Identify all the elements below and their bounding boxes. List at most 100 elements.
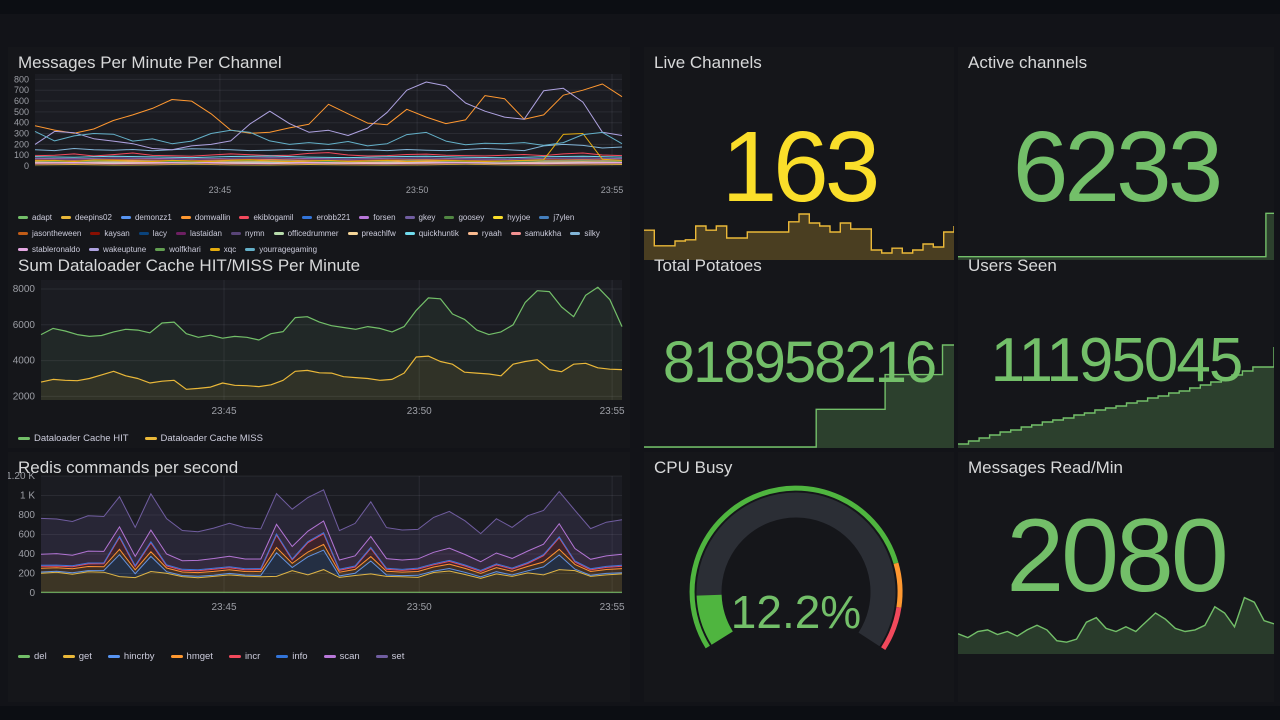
legend-item-preachlfw[interactable]: preachlfw: [347, 229, 396, 238]
legend-swatch: [180, 215, 191, 219]
legend-item-quickhuntik[interactable]: quickhuntik: [404, 229, 459, 238]
legend-item-silky[interactable]: silky: [570, 229, 600, 238]
legend-label: wakeuptune: [103, 244, 147, 254]
legend-label: forsen: [373, 212, 396, 222]
legend-label: adapt: [32, 212, 53, 222]
messages-read-value: 2080: [1006, 498, 1228, 614]
legend-swatch: [276, 654, 289, 658]
legend-label: incr: [244, 650, 261, 662]
legend-swatch: [323, 654, 336, 658]
panel-title[interactable]: CPU Busy: [654, 458, 733, 477]
legend-label: erobb221: [316, 212, 351, 222]
panel-title[interactable]: Users Seen: [968, 256, 1057, 275]
bottom-letterbox: [0, 706, 1280, 720]
svg-text:800: 800: [18, 510, 35, 521]
panel-title[interactable]: Sum Dataloader Cache HIT/MISS Per Minute: [18, 256, 361, 275]
redis-chart[interactable]: 0 200 400 600 800 1 K 1.20 K 23:45 23:50 23:55: [8, 452, 630, 630]
legend-item-hincrby[interactable]: hincrby: [107, 651, 155, 662]
dataloader-legend: Dataloader Cache HIT Dataloader Cache MIS…: [18, 430, 626, 446]
legend-item-del[interactable]: del: [18, 651, 47, 662]
legend-item-j7ylen[interactable]: j7ylen: [539, 213, 574, 222]
legend-row: del get hincrby hmget incr info scan set: [18, 648, 626, 664]
legend-label: get: [78, 650, 92, 662]
legend-label: ryaah: [481, 228, 502, 238]
svg-text:800: 800: [14, 74, 29, 84]
legend-item-Dataloader Cache MISS[interactable]: Dataloader Cache MISS: [144, 433, 263, 444]
legend-item-ryaah[interactable]: ryaah: [467, 228, 502, 238]
svg-text:23:45: 23:45: [209, 185, 232, 195]
legend-item-xqc[interactable]: xqc: [209, 245, 236, 254]
legend-item-gkey[interactable]: gkey: [404, 213, 435, 222]
legend-item-Dataloader Cache HIT[interactable]: Dataloader Cache HIT: [18, 433, 129, 444]
legend-item-domwallin[interactable]: domwallin: [180, 213, 230, 222]
svg-text:500: 500: [14, 107, 29, 117]
panel-title[interactable]: Active channels: [968, 53, 1088, 72]
legend-label: wolfkhari: [169, 244, 201, 254]
legend-item-nymn[interactable]: nymn: [231, 229, 265, 238]
legend-item-lacy[interactable]: lacy: [138, 229, 167, 238]
panel-title[interactable]: Messages Per Minute Per Channel: [18, 53, 282, 72]
svg-text:23:55: 23:55: [600, 406, 625, 417]
panel-title[interactable]: Total Potatoes: [654, 256, 762, 275]
legend-item-wolfkhari[interactable]: wolfkhari: [155, 245, 201, 254]
legend-swatch: [375, 654, 388, 658]
legend-swatch: [107, 654, 120, 658]
legend-swatch: [570, 231, 581, 235]
legend-label: ekiblogamil: [253, 212, 294, 222]
panel-title[interactable]: Redis commands per second: [18, 458, 239, 477]
legend-item-wakeuptune[interactable]: wakeuptune: [89, 245, 146, 254]
panel-title[interactable]: Live Channels: [654, 53, 762, 72]
legend-item-erobb221[interactable]: erobb221: [302, 213, 350, 222]
legend-swatch: [404, 231, 415, 235]
svg-text:300: 300: [14, 129, 29, 139]
panel-dataloader-cache: Sum Dataloader Cache HIT/MISS Per Minute…: [8, 250, 630, 448]
legend-swatch: [302, 215, 313, 219]
svg-text:700: 700: [14, 85, 29, 95]
legend-item-adapt[interactable]: adapt: [18, 213, 52, 222]
legend-swatch: [18, 231, 28, 235]
svg-text:1 K: 1 K: [20, 491, 35, 502]
legend-item-ekiblogamil[interactable]: ekiblogamil: [239, 213, 293, 222]
panel-title[interactable]: Messages Read/Min: [968, 458, 1123, 477]
legend-item-scan[interactable]: scan: [323, 651, 360, 662]
svg-text:600: 600: [18, 530, 35, 541]
legend-item-info[interactable]: info: [276, 651, 308, 662]
legend-label: deepins02: [75, 212, 112, 222]
legend-item-samukkha[interactable]: samukkha: [510, 229, 561, 238]
legend-item-get[interactable]: get: [62, 650, 92, 662]
svg-text:4000: 4000: [13, 356, 36, 367]
legend-item-goosey[interactable]: goosey: [444, 213, 484, 222]
legend-item-hyyjoe[interactable]: hyyjoe: [493, 213, 530, 222]
legend-item-forsen[interactable]: forsen: [359, 212, 396, 222]
svg-text:23:55: 23:55: [601, 185, 624, 195]
legend-label: officedrummer: [287, 228, 339, 238]
legend-item-jasontheween[interactable]: jasontheween: [18, 229, 81, 238]
legend-swatch: [444, 215, 455, 219]
legend-item-stableronaldo[interactable]: stableronaldo: [18, 245, 80, 254]
svg-text:400: 400: [18, 549, 35, 560]
panel-users-seen: Users Seen 11195045: [958, 250, 1274, 448]
legend-item-officedrummer[interactable]: officedrummer: [273, 228, 339, 238]
dataloader-chart[interactable]: 2000 4000 6000 8000 23:45 23:50 23:55: [8, 250, 630, 430]
legend-item-set[interactable]: set: [375, 651, 404, 662]
legend-swatch: [175, 231, 186, 235]
panel-cpu-busy: CPU Busy 12.2%: [644, 452, 954, 702]
svg-text:23:50: 23:50: [406, 185, 429, 195]
legend-swatch: [228, 654, 241, 658]
svg-text:6000: 6000: [13, 320, 36, 331]
legend-item-yourragegaming[interactable]: yourragegaming: [245, 245, 317, 254]
legend-swatch: [209, 247, 220, 251]
legend-item-demonzz1[interactable]: demonzz1: [120, 213, 172, 222]
legend-swatch: [404, 215, 415, 219]
legend-item-lastaidan[interactable]: lastaidan: [175, 229, 222, 238]
legend-label: stableronaldo: [32, 244, 81, 254]
legend-item-hmget[interactable]: hmget: [170, 651, 213, 662]
svg-text:1.20 K: 1.20 K: [8, 471, 35, 482]
legend-item-kaysan[interactable]: kaysan: [90, 229, 130, 238]
legend-item-deepins02[interactable]: deepins02: [61, 213, 112, 222]
legend-row: jasontheween kaysan lacy lastaidan nymn offic…: [18, 225, 626, 241]
legend-swatch: [467, 231, 478, 235]
svg-text:23:45: 23:45: [211, 602, 236, 613]
legend-item-incr[interactable]: incr: [228, 650, 261, 662]
